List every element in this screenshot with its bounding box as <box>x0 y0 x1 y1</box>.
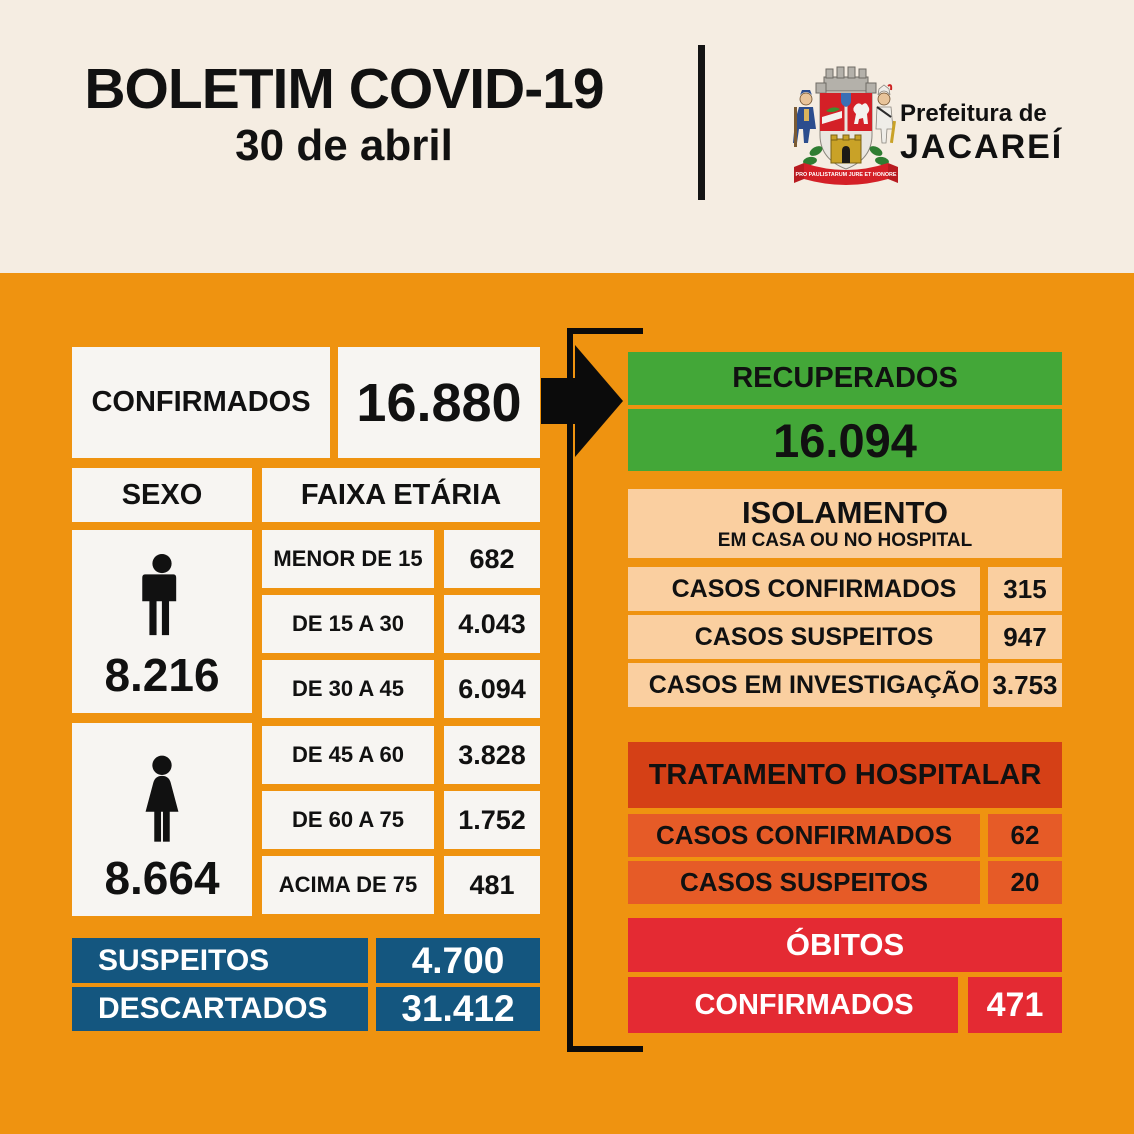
isolation-row-label: CASOS SUSPEITOS <box>628 615 980 659</box>
right-arrow-head-icon <box>575 345 623 457</box>
age-value-text: 481 <box>469 869 515 900</box>
hospital-row-label: CASOS CONFIRMADOS <box>628 814 980 857</box>
suspects-label: SUSPEITOS <box>98 943 270 977</box>
age-label-text: DE 30 A 45 <box>291 676 405 701</box>
age-row-value: 3.828 <box>444 726 540 784</box>
hospital-label-text: CASOS CONFIRMADOS <box>655 820 953 850</box>
age-row-label: DE 60 A 75 <box>262 791 434 849</box>
deaths-label-text: CONFIRMADOS <box>694 988 914 1021</box>
logo-org-line1: Prefeitura de <box>900 100 1047 127</box>
isolation-value-text: 3.753 <box>992 669 1058 700</box>
male-stat-box: 8.216 <box>72 530 252 713</box>
bracket-line-top <box>567 328 643 334</box>
logo-org-line2: JACAREÍ <box>900 128 1064 166</box>
age-row-value: 682 <box>444 530 540 588</box>
hospital-row-label: CASOS SUSPEITOS <box>628 861 980 904</box>
header-divider <box>698 45 705 200</box>
isolation-label-text: CASOS SUSPEITOS <box>694 622 934 651</box>
isolation-row-value: 3.753 <box>988 663 1062 707</box>
age-row-label: DE 15 A 30 <box>262 595 434 653</box>
isolation-label-text: CASOS CONFIRMADOS <box>671 574 957 603</box>
crest-motto-text: PRO PAULISTARUM JURE ET HONORE <box>795 172 896 178</box>
age-header-label: FAIXA ETÁRIA <box>300 478 502 511</box>
isolation-label-text: CASOS EM INVESTIGAÇÃO <box>648 670 980 699</box>
isolation-row-label: CASOS EM INVESTIGAÇÃO <box>628 663 980 707</box>
bracket-line-vertical <box>567 328 573 1052</box>
recovered-value: 16.094 <box>773 413 917 467</box>
suspects-value: 4.700 <box>411 939 505 981</box>
confirmed-value-box: 16.880 <box>338 347 540 458</box>
isolation-row-value: 947 <box>988 615 1062 659</box>
age-label-text: DE 15 A 30 <box>291 611 405 636</box>
deaths-title: ÓBITOS <box>785 927 905 962</box>
confirmed-label-box: CONFIRMADOS <box>72 347 330 458</box>
bulletin-date: 30 de abril <box>235 121 453 170</box>
suspects-label-box: SUSPEITOS <box>72 938 368 983</box>
age-value-text: 6.094 <box>458 673 526 704</box>
age-row-value: 1.752 <box>444 791 540 849</box>
discarded-label: DESCARTADOS <box>98 992 328 1025</box>
age-value-text: 1.752 <box>458 804 526 835</box>
deaths-row-value: 471 <box>968 977 1062 1033</box>
title-block: BOLETIM COVID-19 30 de abril <box>40 58 648 172</box>
confirmed-value: 16.880 <box>356 372 522 433</box>
age-row-label: MENOR DE 15 <box>262 530 434 588</box>
jacarei-coat-of-arms-icon: PRO PAULISTARUM JURE ET HONORE <box>793 66 898 185</box>
deaths-header-box: ÓBITOS <box>628 918 1062 972</box>
female-person-icon <box>145 755 179 842</box>
isolation-subtitle: EM CASA OU NO HOSPITAL <box>717 530 973 551</box>
recovered-value-box: 16.094 <box>628 409 1062 471</box>
discarded-value: 31.412 <box>401 988 515 1029</box>
age-label-text: DE 45 A 60 <box>291 742 405 767</box>
age-value-text: 4.043 <box>458 608 526 639</box>
isolation-header-box: ISOLAMENTO EM CASA OU NO HOSPITAL <box>628 489 1062 558</box>
age-value-text: 3.828 <box>458 739 526 770</box>
age-value-text: 682 <box>469 543 515 574</box>
age-row-value: 481 <box>444 856 540 914</box>
sex-header-box: SEXO <box>72 468 252 522</box>
age-row-label: ACIMA DE 75 <box>262 856 434 914</box>
hospital-value-text: 20 <box>1010 867 1040 897</box>
female-stat-box: 8.664 <box>72 723 252 916</box>
isolation-value-text: 947 <box>1003 621 1047 652</box>
sex-header-label: SEXO <box>121 478 203 511</box>
age-label-text: MENOR DE 15 <box>273 546 423 571</box>
age-row-value: 6.094 <box>444 660 540 718</box>
recovered-header-box: RECUPERADOS <box>628 352 1062 405</box>
right-arrow-icon <box>541 378 575 424</box>
male-person-icon <box>142 553 177 636</box>
age-row-label: DE 45 A 60 <box>262 726 434 784</box>
isolation-value-text: 315 <box>1003 573 1047 604</box>
age-row-label: DE 30 A 45 <box>262 660 434 718</box>
hospital-row-value: 20 <box>988 861 1062 904</box>
hospital-row-value: 62 <box>988 814 1062 857</box>
age-header-box: FAIXA ETÁRIA <box>262 468 540 522</box>
age-label-text: DE 60 A 75 <box>291 807 405 832</box>
discarded-label-box: DESCARTADOS <box>72 987 368 1031</box>
isolation-title: ISOLAMENTO <box>741 495 949 530</box>
page-title: BOLETIM COVID-19 <box>84 57 604 121</box>
recovered-label: RECUPERADOS <box>732 362 958 394</box>
male-count: 8.216 <box>104 649 220 701</box>
confirmed-label: CONFIRMADOS <box>91 386 311 418</box>
logo-wordmark: Prefeitura de JACAREÍ <box>900 100 1110 166</box>
bracket-line-bottom <box>567 1046 643 1052</box>
hospital-title: TRATAMENTO HOSPITALAR <box>648 758 1042 791</box>
hospital-value-text: 62 <box>1010 820 1040 850</box>
deaths-row-label: CONFIRMADOS <box>628 977 958 1033</box>
suspects-value-box: 4.700 <box>376 938 540 983</box>
header-band: BOLETIM COVID-19 30 de abril <box>0 0 1134 273</box>
age-label-text: ACIMA DE 75 <box>278 872 418 897</box>
female-count: 8.664 <box>104 852 220 904</box>
deaths-value-text: 471 <box>986 985 1044 1024</box>
discarded-value-box: 31.412 <box>376 987 540 1031</box>
age-row-value: 4.043 <box>444 595 540 653</box>
hospital-header-box: TRATAMENTO HOSPITALAR <box>628 742 1062 808</box>
isolation-row-label: CASOS CONFIRMADOS <box>628 567 980 611</box>
hospital-label-text: CASOS SUSPEITOS <box>679 867 929 897</box>
isolation-row-value: 315 <box>988 567 1062 611</box>
